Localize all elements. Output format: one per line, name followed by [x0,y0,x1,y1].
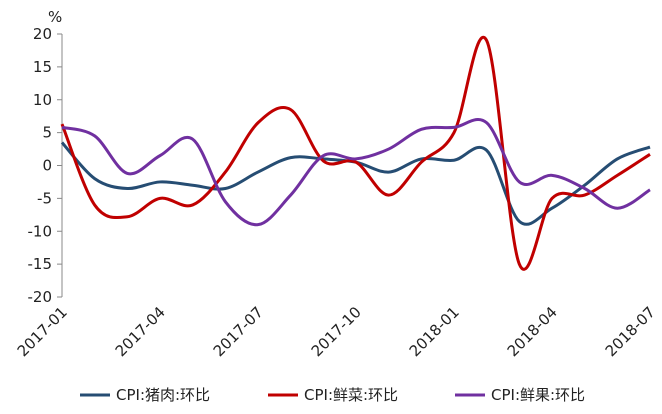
x-tick-label: 2018-01 [406,303,463,360]
y-tick-label: 10 [33,91,52,109]
series-line [60,35,651,271]
x-tick-label: 2017-07 [210,303,267,360]
y-tick-label: 20 [33,25,52,43]
legend-label: CPI:猪肉:环比 [116,386,210,404]
x-tick-label: 2018-07 [602,303,659,360]
y-tick-label: 5 [42,124,52,142]
y-unit: % [48,8,62,26]
y-tick-label: -10 [28,222,53,240]
legend-label: CPI:鲜菜:环比 [304,386,398,404]
x-tick-label: 2017-10 [308,303,365,360]
x-tick-label: 2017-01 [14,303,71,360]
series-line [60,141,651,226]
y-tick-label: -15 [28,255,53,273]
legend-label: CPI:鲜果:环比 [491,386,585,404]
y-tick-label: -20 [28,288,53,306]
x-tick-label: 2018-04 [504,303,561,360]
y-tick-label: 15 [33,58,52,76]
series-line [61,117,651,227]
x-tick-label: 2017-04 [112,303,169,360]
y-tick-label: 0 [42,157,52,175]
y-tick-label: -5 [37,189,52,207]
